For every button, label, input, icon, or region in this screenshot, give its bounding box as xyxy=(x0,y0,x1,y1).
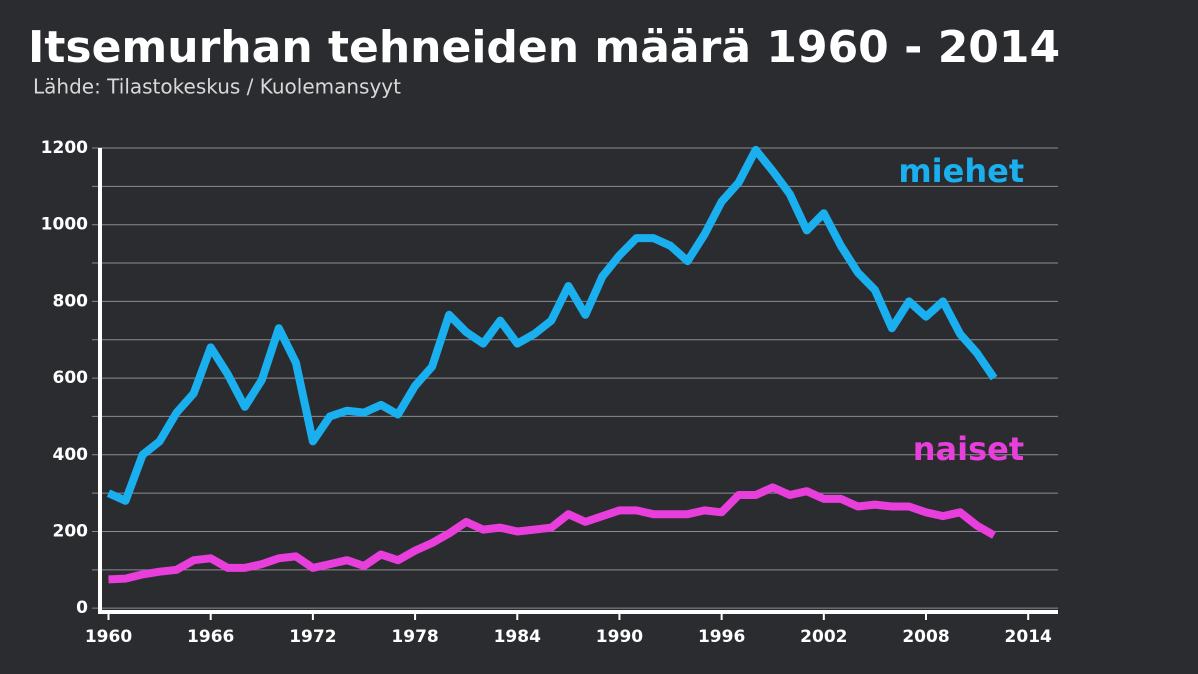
y-tick-label: 200 xyxy=(53,521,89,541)
y-tick-label: 800 xyxy=(53,291,89,311)
x-tick-label: 1996 xyxy=(698,627,745,647)
series-line xyxy=(106,145,998,505)
x-tick-label: 1960 xyxy=(85,627,132,647)
y-tick-label: 1200 xyxy=(41,138,88,158)
chart-subtitle: Lähde: Tilastokeskus / Kuolemansyyt xyxy=(33,75,401,99)
x-tick-label: 2008 xyxy=(902,627,949,647)
x-tick-label: 1984 xyxy=(494,627,541,647)
x-tick-label: 2002 xyxy=(800,627,847,647)
y-tick-label: 1000 xyxy=(41,215,88,235)
x-tick-label: 1972 xyxy=(289,627,336,647)
x-tick-label: 2014 xyxy=(1005,627,1052,647)
x-tick-label: 1990 xyxy=(596,627,643,647)
series-label: miehet xyxy=(898,152,1024,190)
x-tick-label: 1978 xyxy=(391,627,438,647)
y-tick-label: 600 xyxy=(53,368,89,388)
x-tick-label: 1966 xyxy=(187,627,234,647)
series-label: naiset xyxy=(913,430,1024,468)
series-line xyxy=(108,483,997,584)
y-tick-label: 0 xyxy=(76,598,88,618)
y-tick-label: 400 xyxy=(53,445,89,465)
chart-title: Itsemurhan tehneiden määrä 1960 - 2014 xyxy=(28,22,1060,73)
